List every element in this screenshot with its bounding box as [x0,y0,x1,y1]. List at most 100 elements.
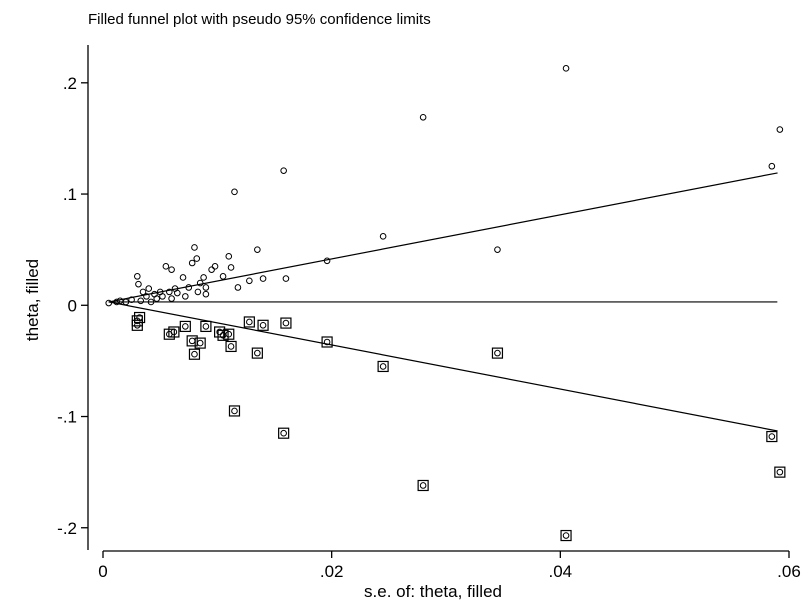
filled-study-point [278,427,290,439]
observed-study-point [134,273,141,280]
filled-study-box [321,336,333,348]
observed-study-point [191,244,198,251]
observed-study-point [202,284,210,291]
filled-study-box [280,317,292,329]
filled-study-box [214,326,226,338]
filled-study-point [774,466,786,478]
observed-study-point [135,280,142,288]
filled-study-point [417,479,429,492]
filled-study-point [133,311,146,324]
filled-study-circle [231,407,238,415]
observed-study-point [122,298,130,306]
observed-study-point [562,65,570,72]
filled-study-circle [494,349,501,357]
observed-study-point [323,257,331,265]
filled-study-circle [136,314,143,321]
observed-study-point [246,277,253,285]
filled-study-point [560,529,572,542]
x-tick-label: .06 [777,562,801,581]
confidence-limit-lower [108,301,778,432]
filled-study-box [131,319,143,331]
filled-study-point [377,360,389,373]
filled-study-point [228,405,241,417]
y-tick-label: -.2 [57,519,77,538]
filled-study-circle [170,328,178,336]
filled-study-circle [768,433,776,440]
filled-study-circle [202,323,210,330]
observed-study-point [174,289,181,297]
filled-study-box [225,340,237,353]
filled-study-circle [254,349,261,357]
chart-title: Filled funnel plot with pseudo 95% confi… [88,11,431,28]
filled-study-point [223,328,235,340]
filled-study-box [186,335,198,347]
observed-study-point [147,298,155,306]
filled-study-circle [216,328,223,336]
filled-study-circle [182,323,189,330]
observed-study-point [211,263,219,270]
filled-study-point [251,347,263,359]
filled-study-circle [246,318,253,326]
confidence-limit-upper [108,172,778,303]
observed-study-point [234,284,242,291]
filled-study-circle [562,532,570,539]
x-tick-label: .04 [549,562,573,581]
filled-study-point [257,319,269,331]
filled-study-box [278,427,290,439]
observed-study-point [188,259,196,267]
observed-study-point [139,288,147,296]
observed-study-point [202,290,210,298]
filled-study-circle [225,330,233,338]
filled-study-circle [259,322,267,329]
observed-study-point [494,246,501,253]
observed-study-point [194,288,202,296]
filled-study-box [194,337,206,349]
observed-study-point [196,279,204,287]
observed-study-point [227,264,235,271]
plot-area [105,65,786,542]
observed-study-point [280,167,287,174]
observed-study-point [193,255,201,262]
filled-study-point [766,430,778,443]
observed-study-point [282,275,290,282]
filled-study-circle [323,338,331,346]
observed-study-point [128,296,135,304]
filled-study-circle [188,337,196,345]
y-tick-label: .2 [63,74,77,93]
filled-study-point [243,316,255,328]
observed-study-point [231,188,238,196]
filled-study-point [280,317,292,329]
observed-study-point [113,298,121,306]
filled-study-box [200,320,212,333]
filled-study-point [225,340,237,353]
filled-study-box [774,466,786,478]
filled-study-circle [280,429,287,437]
filled-study-box [188,348,201,360]
filled-study-point [321,336,333,348]
x-tick-label: .02 [320,562,344,581]
observed-study-point [225,253,233,260]
observed-study-point [168,266,175,273]
y-tick-label: .1 [63,185,77,204]
filled-study-point [168,326,180,338]
filled-study-circle [191,350,198,358]
x-tick-label: 0 [98,562,107,581]
observed-study-point [768,162,776,170]
observed-study-point [166,288,173,296]
filled-study-circle [776,468,784,476]
filled-study-point [214,326,226,338]
y-tick-label: -.1 [57,408,77,427]
filled-study-circle [227,343,235,350]
filled-study-box [168,326,180,338]
filled-study-box [560,529,572,542]
observed-study-point [259,275,267,282]
filled-study-box [251,347,263,359]
y-tick-label: 0 [68,296,77,315]
observed-study-point [168,295,175,302]
filled-study-box [243,316,255,328]
observed-study-point [254,246,261,253]
filled-study-point [200,320,212,333]
observed-study-point [105,299,113,307]
axes: .2 .1 0 -.1 -.2 0 .02 .04 .06 [57,45,801,581]
